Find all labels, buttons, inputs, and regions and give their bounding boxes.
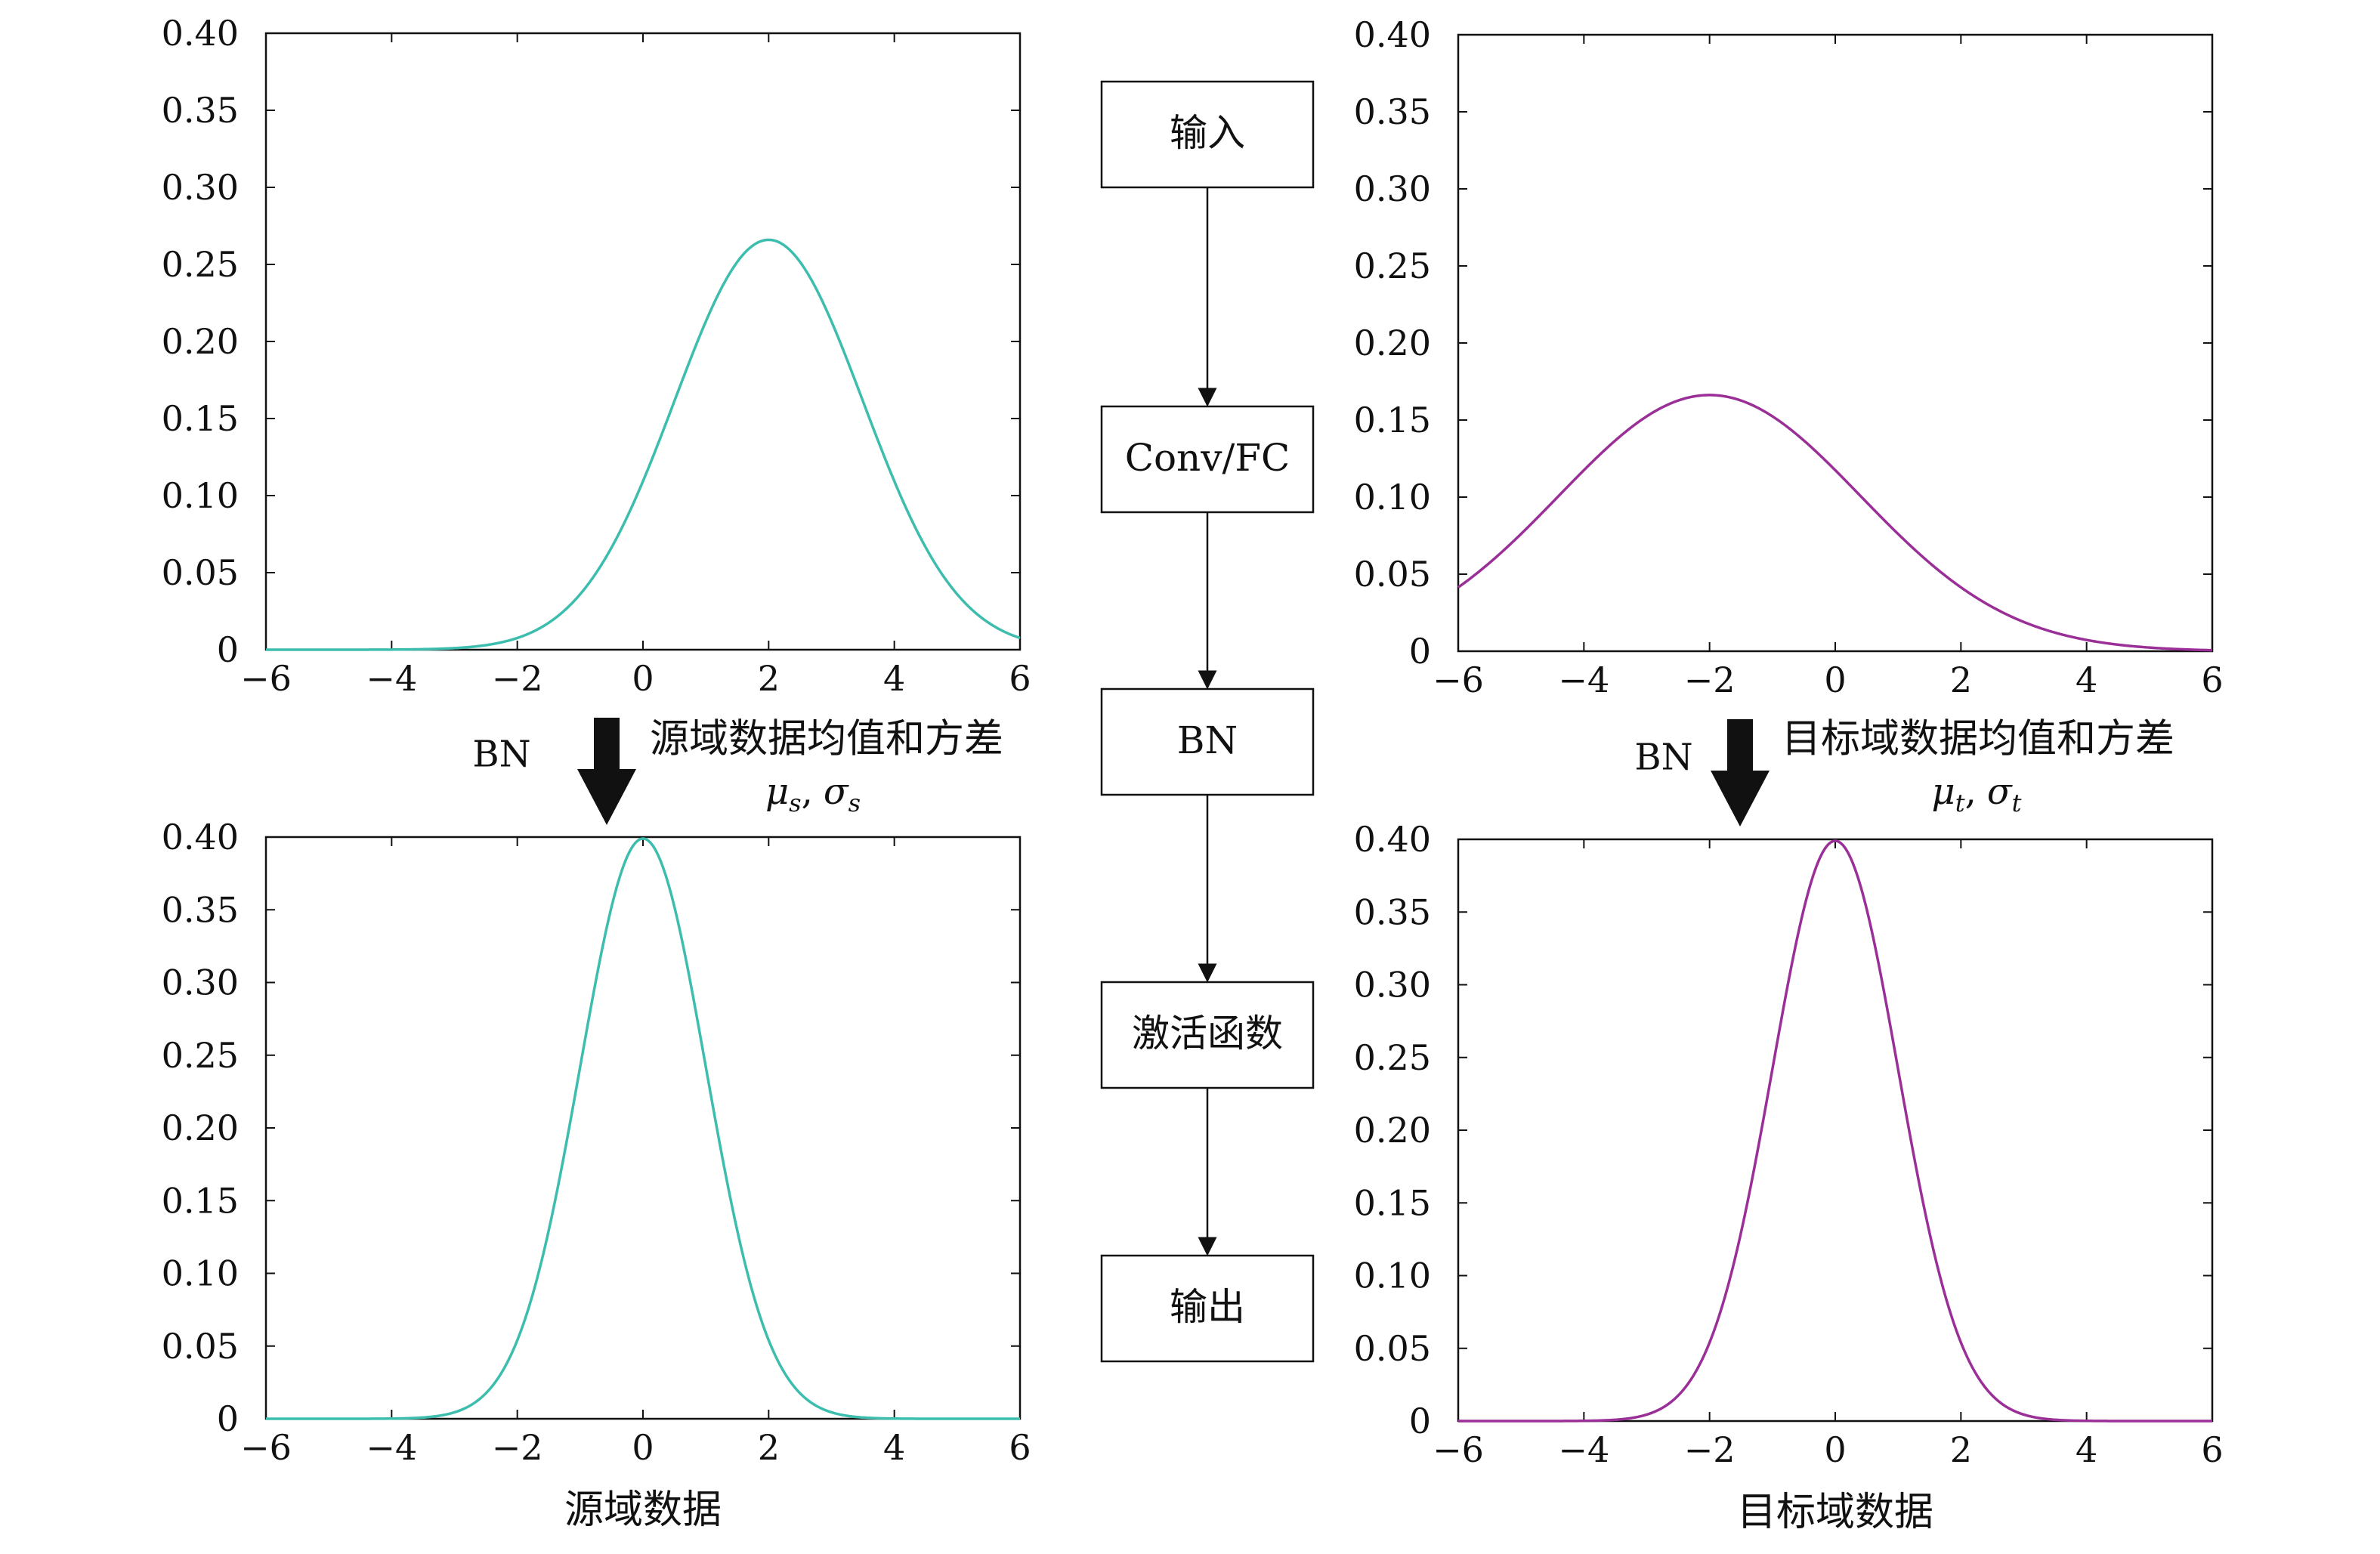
- y-tick-label: 0.40: [162, 817, 239, 857]
- y-tick-label: 0.35: [1354, 891, 1431, 932]
- source-bn-arrow: [577, 718, 636, 825]
- x-tick-label: −6: [240, 658, 292, 699]
- x-tick-label: 6: [2201, 660, 2223, 700]
- y-tick-label: 0.10: [1354, 477, 1431, 517]
- source-stats-symbols: μs, σs: [765, 771, 861, 817]
- flow-node-conv-fc-box: [1100, 405, 1315, 514]
- x-tick-label: −2: [492, 658, 543, 699]
- y-tick-label: 0.40: [162, 13, 239, 54]
- flowchart: 输入 Conv/FC BN 激活函数 输出: [1100, 80, 1315, 1363]
- y-tick-label: 0: [1409, 1401, 1431, 1441]
- y-tick-label: 0.40: [1354, 14, 1431, 55]
- y-tick-label: 0.30: [162, 962, 239, 1003]
- y-tick-label: 0.25: [162, 244, 239, 285]
- source-bn-annotation: BN 源域数据均值和方差 μs, σs: [472, 717, 1003, 825]
- chart-source-before: −6 −4 −2 0 2 4 6 0 0.05 0.10 0.15 0.20 0.25 0.30 0.35 0…: [162, 13, 1031, 699]
- x-tick-label: −2: [1684, 1429, 1736, 1470]
- flow-node-activation: 激活函数: [1132, 1012, 1283, 1055]
- y-tick-label: 0.10: [162, 475, 239, 516]
- plot-frame: [264, 836, 1022, 1420]
- source-stats-label: 源域数据均值和方差: [650, 717, 1003, 762]
- x-tick-label: −6: [240, 1427, 292, 1468]
- x-tick-label: 6: [2201, 1429, 2223, 1470]
- y-tick-label: 0.35: [162, 889, 239, 930]
- flow-node-output: 输出: [1170, 1285, 1245, 1329]
- x-tick-label: −6: [1433, 660, 1484, 700]
- x-tick-label: 2: [1950, 1429, 1972, 1470]
- flow-node-bn: BN: [1177, 718, 1238, 762]
- x-tick-label: 0: [1824, 660, 1846, 700]
- plot-frame: [1457, 838, 2214, 1423]
- x-tick-label: −4: [1558, 660, 1609, 700]
- flow-node-output-box: [1100, 1254, 1315, 1363]
- density-curve: [1457, 394, 2213, 652]
- y-tick-label: 0.15: [162, 398, 239, 439]
- plot-frame: [1457, 33, 2214, 653]
- target-bn-annotation: BN 目标域数据均值和方差 μt, σt: [1634, 717, 2174, 826]
- x-axis-title: 目标域数据: [1737, 1490, 1933, 1535]
- x-tick-label: 2: [1950, 660, 1972, 700]
- y-tick-label: 0.30: [1354, 168, 1431, 209]
- y-tick-label: 0: [217, 629, 239, 670]
- y-tick-label: 0.05: [162, 1326, 239, 1367]
- chart-source-after: −6 −4 −2 0 2 4 6 0 0.05 0.10 0.15 0.20 0.25 0.30 0.35 0…: [162, 817, 1031, 1533]
- density-curve: [266, 837, 1020, 1420]
- y-tick-label: 0.05: [1354, 1328, 1431, 1369]
- x-tick-label: −2: [1684, 660, 1736, 700]
- y-tick-label: 0.40: [1354, 819, 1431, 860]
- y-tick-label: 0.25: [1354, 1037, 1431, 1078]
- target-bn-label: BN: [1634, 737, 1692, 779]
- source-bn-label: BN: [472, 734, 530, 776]
- x-tick-label: −4: [366, 658, 417, 699]
- x-tick-label: −4: [1558, 1429, 1609, 1470]
- y-tick-label: 0.15: [162, 1180, 239, 1221]
- x-tick-label: 2: [758, 658, 780, 699]
- flow-node-input-box: [1100, 80, 1315, 189]
- y-tick-label: 0.05: [162, 552, 239, 593]
- chart-target-before: −6 −4 −2 0 2 4 6 0 0.05 0.10 0.15 0.20 0.25 0.30 0.35 0…: [1354, 14, 2224, 700]
- y-tick-label: 0.25: [1354, 246, 1431, 286]
- x-tick-label: 4: [2076, 1429, 2097, 1470]
- flow-node-conv-fc: Conv/FC: [1125, 436, 1290, 480]
- y-tick-label: 0.20: [162, 1108, 239, 1148]
- y-tick-label: 0.15: [1354, 400, 1431, 440]
- y-tick-label: 0.05: [1354, 554, 1431, 595]
- y-tick-label: 0.20: [1354, 1110, 1431, 1151]
- y-tick-label: 0.10: [162, 1253, 239, 1294]
- x-tick-label: 0: [1824, 1429, 1846, 1470]
- y-tick-label: 0.35: [162, 90, 239, 131]
- y-tick-label: 0.35: [1354, 91, 1431, 132]
- x-tick-label: −6: [1433, 1429, 1484, 1470]
- x-tick-label: −2: [492, 1427, 543, 1468]
- x-tick-label: 0: [632, 1427, 654, 1468]
- y-tick-label: 0.30: [162, 167, 239, 208]
- chart-target-after: −6 −4 −2 0 2 4 6 0 0.05 0.10 0.15 0.20 0.25 0.30 0.35 0…: [1354, 819, 2224, 1535]
- x-tick-label: −4: [366, 1427, 417, 1468]
- y-tick-label: 0: [217, 1398, 239, 1439]
- x-tick-label: 4: [883, 658, 905, 699]
- flow-node-input: 输入: [1170, 111, 1245, 155]
- x-tick-label: 4: [883, 1427, 905, 1468]
- y-tick-label: 0.25: [162, 1035, 239, 1076]
- x-axis-title: 源域数据: [564, 1488, 722, 1533]
- y-tick-label: 0: [1409, 631, 1431, 672]
- y-tick-label: 0.10: [1354, 1256, 1431, 1296]
- plot-frame: [264, 32, 1022, 651]
- y-tick-label: 0.20: [1354, 323, 1431, 363]
- y-tick-label: 0.15: [1354, 1182, 1431, 1223]
- x-tick-label: 2: [758, 1427, 780, 1468]
- target-stats-label: 目标域数据均值和方差: [1782, 717, 2174, 762]
- density-curve: [266, 238, 1021, 651]
- y-tick-label: 0.30: [1354, 965, 1431, 1006]
- target-stats-symbols: μt, σt: [1932, 771, 2022, 817]
- x-tick-label: 6: [1009, 658, 1031, 699]
- x-tick-label: 6: [1009, 1427, 1031, 1468]
- flow-node-activation-box: [1100, 981, 1315, 1089]
- y-tick-label: 0.20: [162, 321, 239, 362]
- target-bn-arrow: [1711, 719, 1770, 826]
- x-tick-label: 4: [2076, 660, 2097, 700]
- density-curve: [1458, 839, 2212, 1423]
- x-tick-label: 0: [632, 658, 654, 699]
